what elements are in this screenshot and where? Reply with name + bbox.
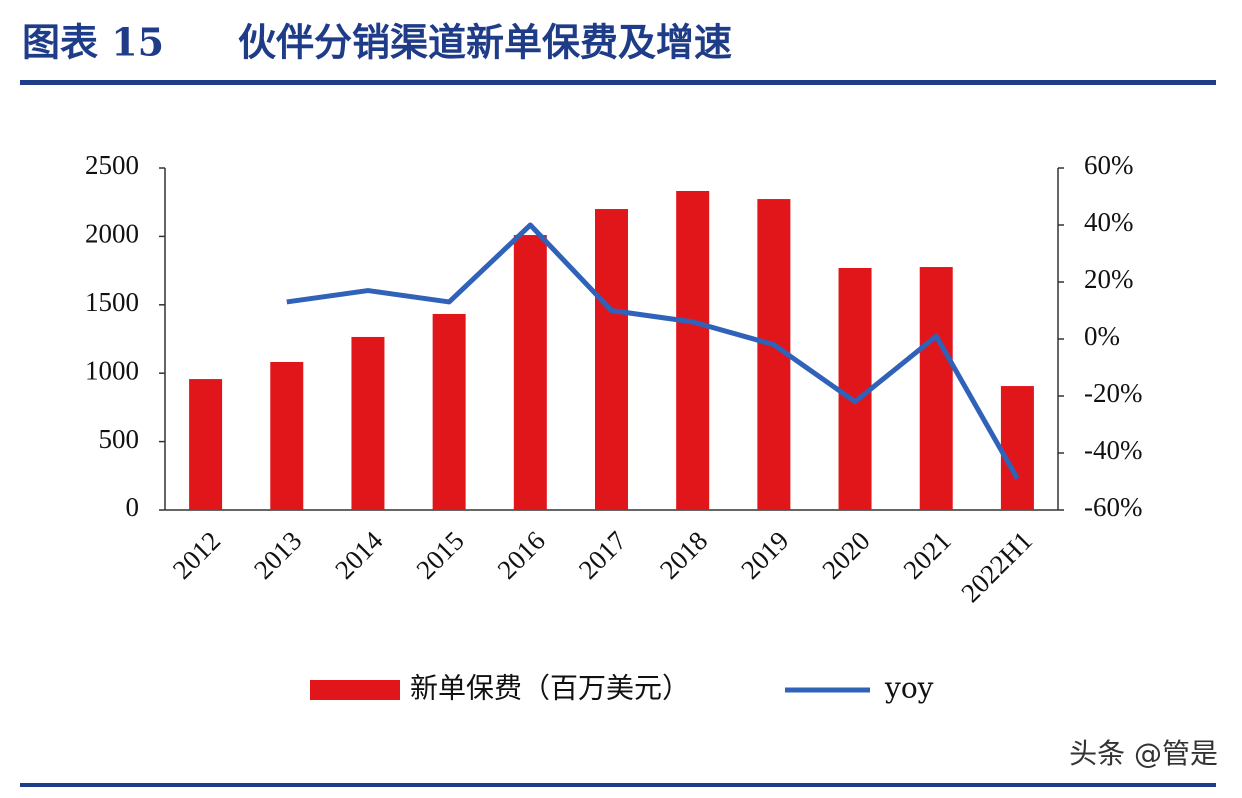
legend-label: yoy	[884, 672, 934, 705]
y-tick-label: 0	[126, 492, 140, 522]
x-tick-label: 2020	[816, 525, 875, 584]
x-tick-label: 2013	[248, 525, 307, 584]
footer-rule	[20, 783, 1216, 787]
legend-swatch	[310, 680, 400, 700]
x-tick-label: 2015	[410, 525, 469, 584]
chart-title: 伙伴分销渠道新单保费及增速	[238, 20, 732, 65]
line	[286, 222, 1020, 480]
y2-tick-label: 40%	[1084, 207, 1134, 237]
y2-tick-label: 20%	[1084, 264, 1134, 294]
y-tick-label: 500	[99, 424, 140, 454]
x-tick-label: 2019	[735, 525, 794, 584]
bar	[270, 361, 304, 510]
bar	[351, 336, 385, 510]
bar	[919, 267, 953, 510]
y-tick-label: 2500	[85, 150, 139, 180]
bar	[1000, 386, 1034, 510]
x-tick-label: 2016	[492, 525, 551, 584]
y2-tick-label: -40%	[1084, 435, 1142, 465]
y2-tick-label: -60%	[1084, 492, 1142, 522]
watermark: 头条 @管是	[1069, 737, 1218, 770]
y2-tick-label: 60%	[1084, 150, 1134, 180]
x-tick-label: 2017	[573, 525, 632, 584]
x-tick-label: 2021	[897, 525, 956, 584]
bar	[838, 268, 872, 510]
y-tick-label: 1000	[85, 355, 139, 385]
bar	[676, 190, 710, 510]
y-tick-label: 2000	[85, 219, 139, 249]
bar	[513, 235, 547, 511]
x-tick-label: 2012	[167, 525, 226, 584]
bar	[595, 209, 628, 511]
y2-tick-label: 0%	[1084, 321, 1120, 351]
header-rule	[20, 80, 1216, 85]
x-tick-label: 2022H1	[955, 525, 1038, 608]
y-tick-label: 1500	[85, 287, 139, 317]
x-tick-label: 2018	[654, 525, 713, 584]
legend-label: 新单保费（百万美元）	[410, 672, 690, 705]
x-tick-label: 2014	[329, 525, 389, 585]
bar	[432, 313, 466, 510]
figure-label: 图表 15	[22, 20, 164, 65]
y2-tick-label: -20%	[1084, 378, 1142, 408]
bar	[189, 379, 223, 510]
